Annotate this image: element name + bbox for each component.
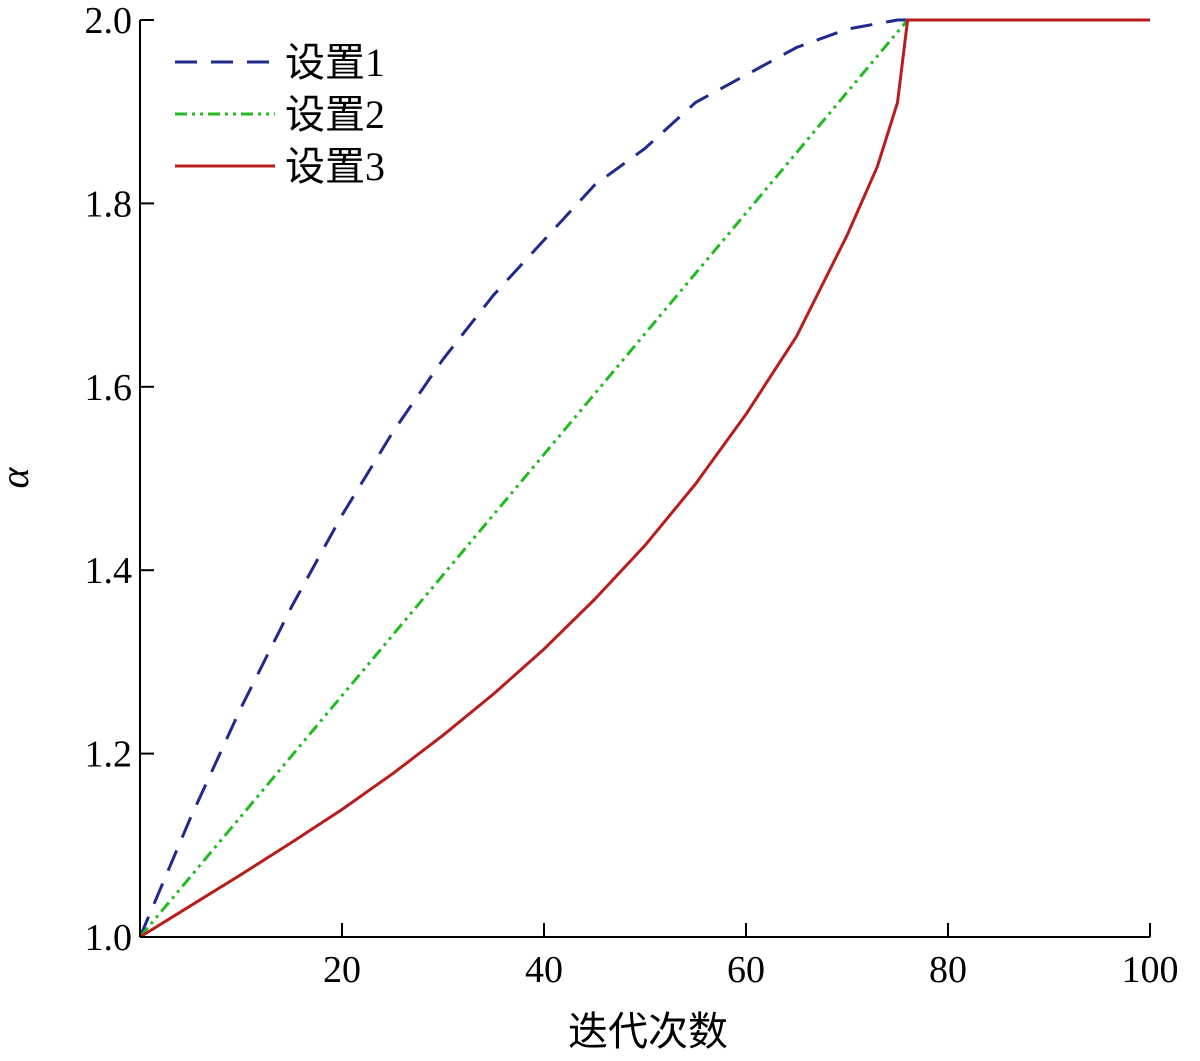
y-tick-label-5: 2.0	[85, 0, 133, 42]
y-tick-label-3: 1.6	[85, 367, 133, 409]
x-tick-label-80: 80	[929, 949, 967, 991]
x-tick-label-40: 40	[525, 949, 563, 991]
ticks-layer: 20 40 60 80 100 1.0 1.2 1.4 1.6 1.8 2.0	[85, 0, 1179, 991]
x-tick-label-60: 60	[727, 949, 765, 991]
x-axis-title: 迭代次数	[568, 1009, 728, 1054]
y-tick-label-4: 1.8	[85, 183, 133, 225]
y-axis-title: α	[0, 467, 37, 489]
series-line-3	[139, 18, 1150, 939]
x-tick-label-20: 20	[323, 949, 361, 991]
series-layer	[138, 18, 1150, 939]
legend-label-1: 设置1	[285, 40, 385, 85]
x-tick-label-100: 100	[1122, 949, 1179, 991]
legend-label-2: 设置2	[285, 92, 385, 137]
legend: 设置1 设置2 设置3	[175, 40, 385, 189]
axes-layer	[139, 20, 1150, 938]
y-tick-label-1: 1.2	[85, 734, 133, 776]
y-tick-label-0: 1.0	[85, 917, 133, 959]
y-tick-label-2: 1.4	[85, 550, 133, 592]
legend-label-3: 设置3	[285, 144, 385, 189]
